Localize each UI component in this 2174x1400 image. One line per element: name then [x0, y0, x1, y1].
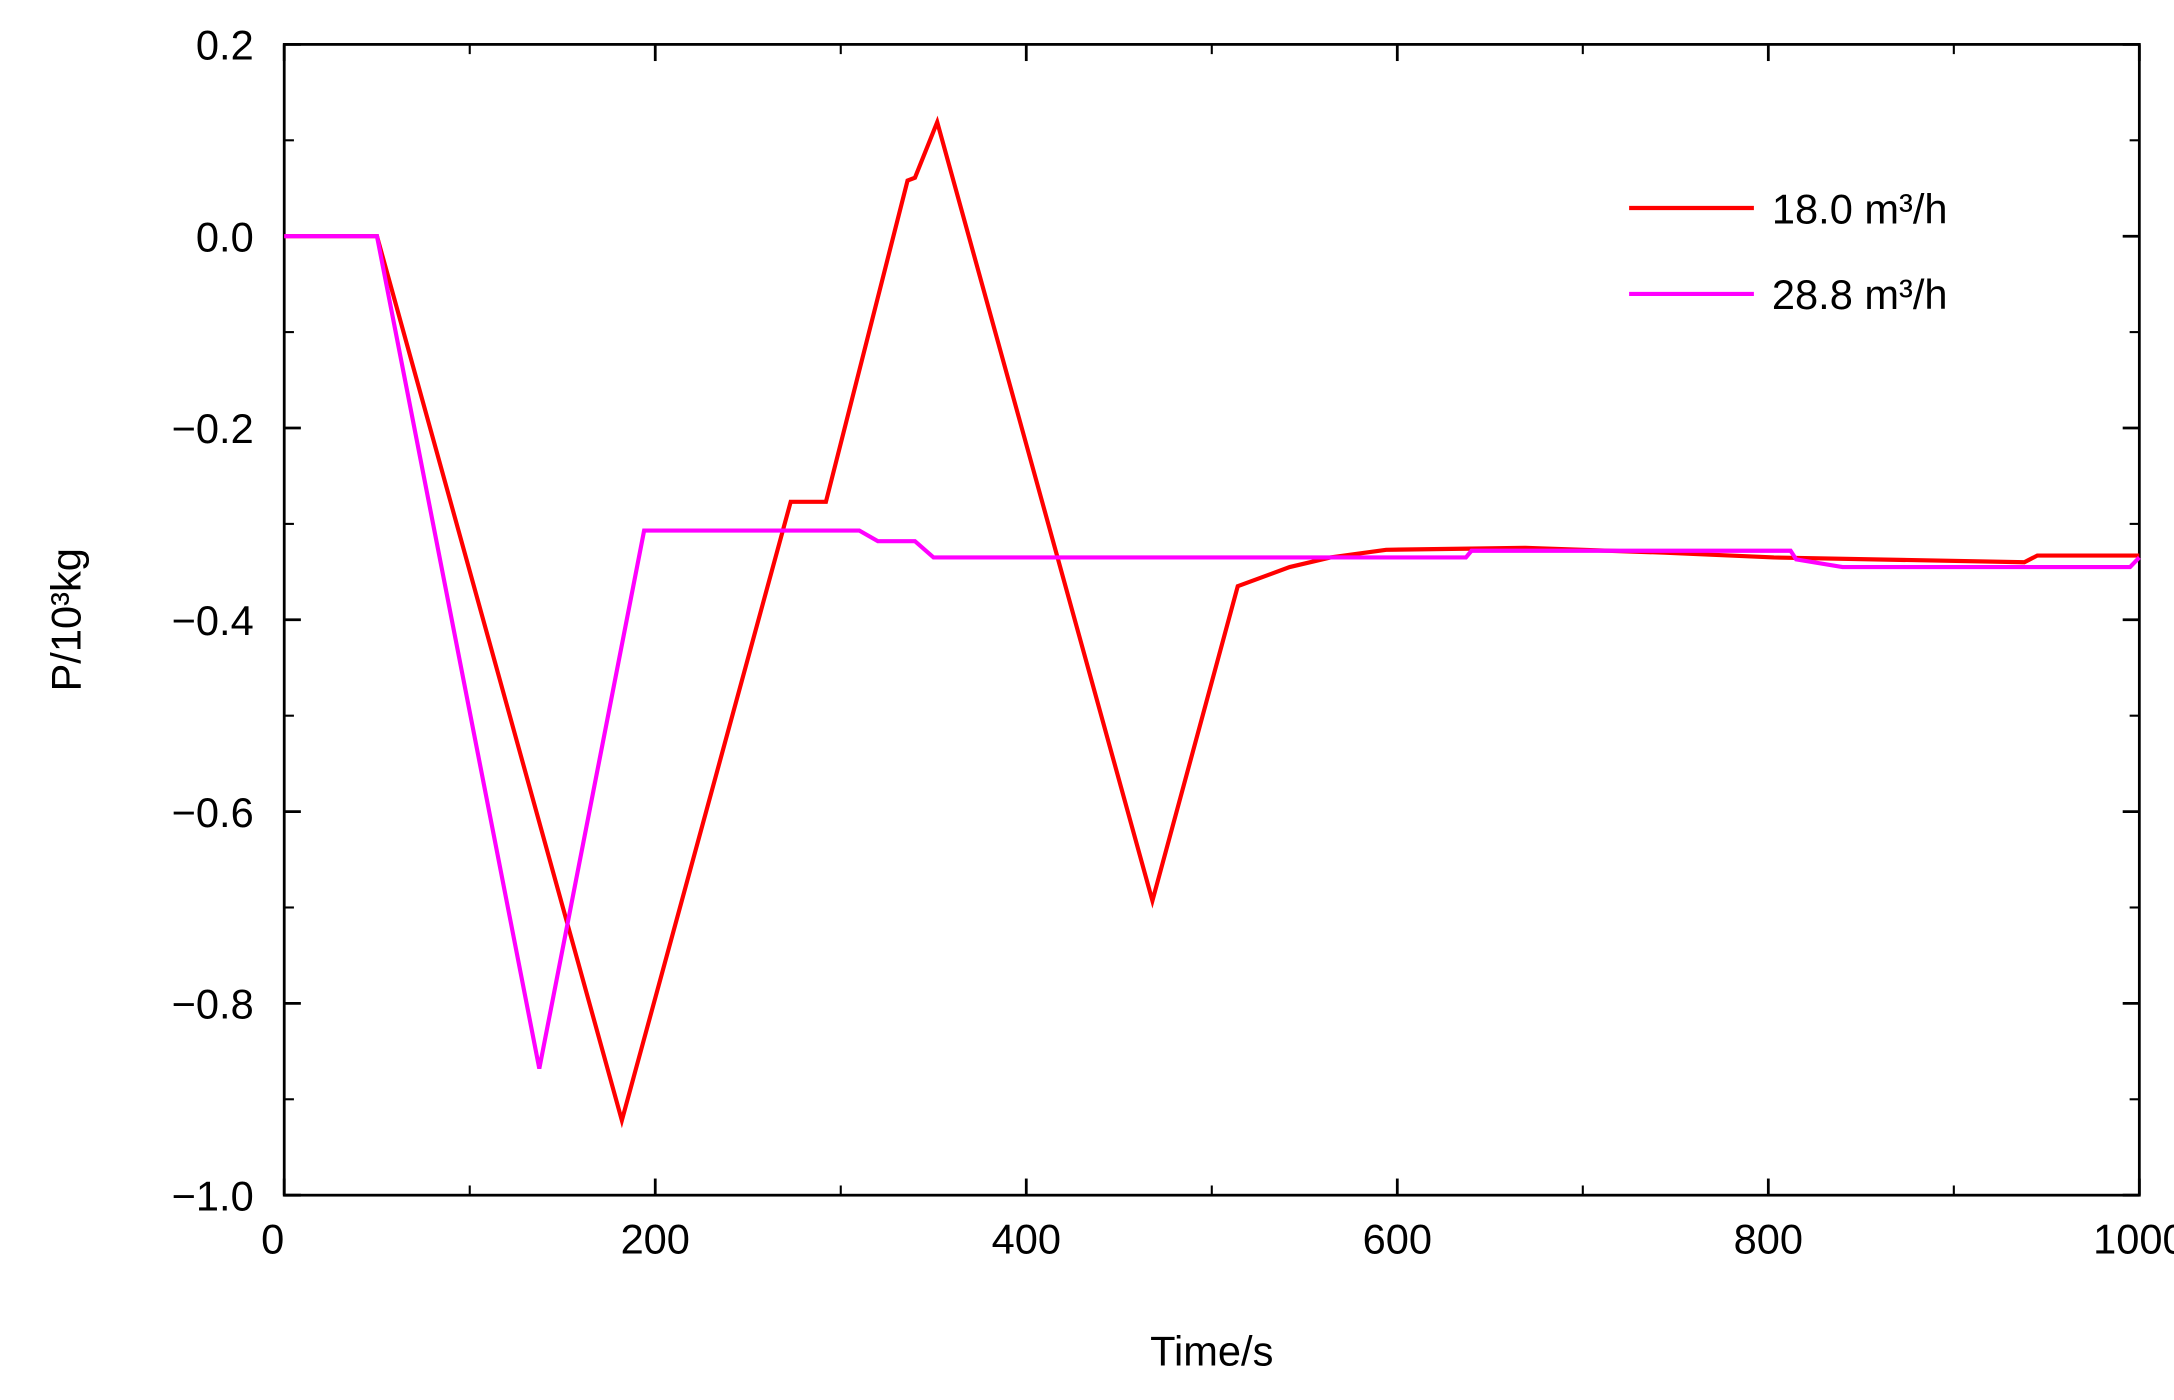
series-line: [284, 234, 2141, 1069]
y-tick-label: −0.4: [172, 597, 254, 644]
x-tick-label: 1000: [2093, 1215, 2174, 1262]
legend-label: 18.0 m³/h: [1772, 185, 1948, 232]
y-tick-label: −0.8: [172, 981, 254, 1028]
y-tick-label: −1.0: [172, 1172, 254, 1219]
x-axis-label: Time/s: [1150, 1328, 1273, 1375]
y-tick-label: 0.2: [196, 22, 254, 69]
series-line: [284, 115, 2140, 1129]
y-tick-label: 0.0: [196, 213, 254, 260]
x-tick-label: 800: [1734, 1215, 1803, 1262]
y-tick-label: −0.2: [172, 405, 254, 452]
x-tick-label: 0: [261, 1215, 284, 1262]
x-tick-label: 400: [992, 1215, 1061, 1262]
y-tick-label: −0.6: [172, 789, 254, 836]
x-tick-label: 200: [621, 1215, 690, 1262]
y-axis-label: P/10³kg: [42, 548, 89, 691]
legend-label: 28.8 m³/h: [1772, 271, 1948, 318]
x-tick-label: 600: [1363, 1215, 1432, 1262]
